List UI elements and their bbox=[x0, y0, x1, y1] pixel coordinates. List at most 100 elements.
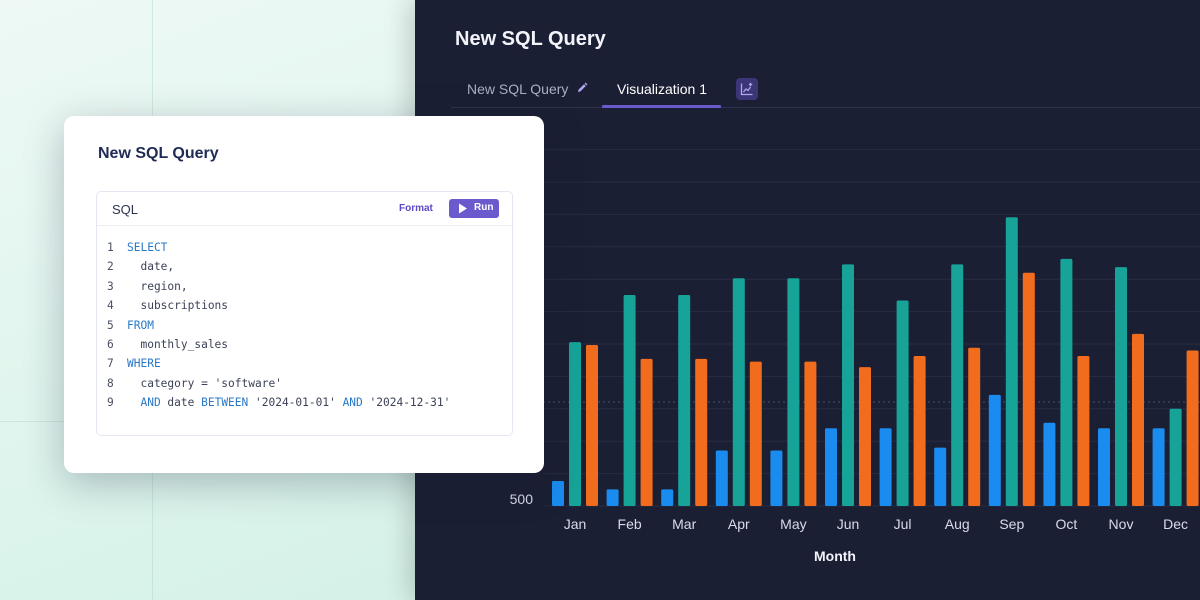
line-number: 9 bbox=[107, 396, 114, 410]
bar-sep-series-3[interactable] bbox=[1022, 272, 1035, 506]
bar-nov-series-3[interactable] bbox=[1132, 333, 1144, 506]
code-text: category = 'software' bbox=[127, 376, 282, 390]
bar-nov-series-1[interactable] bbox=[1098, 428, 1110, 506]
bar-apr-series-2[interactable] bbox=[732, 278, 745, 506]
bar-jun-series-2[interactable] bbox=[842, 264, 854, 506]
line-number: 8 bbox=[107, 376, 114, 390]
bar-jun-series-1[interactable] bbox=[825, 428, 837, 506]
y-tick-label: 500 bbox=[510, 491, 534, 507]
x-tick-label: Sep bbox=[999, 516, 1024, 532]
panel-title: New SQL Query bbox=[455, 28, 606, 50]
code-text: FROM bbox=[127, 319, 154, 332]
line-number: 3 bbox=[107, 279, 114, 293]
tab-visualization-1[interactable]: Visualization 1 bbox=[617, 81, 708, 97]
line-number: 1 bbox=[107, 241, 114, 254]
x-tick-label: Jul bbox=[894, 516, 912, 532]
chart-x-ticks: Jan Feb Mar Apr May Jun Jul Aug Sep Oct Nov Dec bbox=[564, 516, 1188, 532]
bar-jul-series-3[interactable] bbox=[913, 356, 926, 506]
sql-editor[interactable]: SQL Format Run 1 SELECT 2 date, 3 region, 4 … bbox=[96, 191, 513, 436]
add-visualization-button[interactable] bbox=[736, 78, 758, 100]
line-number: 2 bbox=[107, 260, 114, 274]
line-number: 5 bbox=[107, 318, 114, 332]
bar-oct-series-3[interactable] bbox=[1077, 356, 1090, 506]
x-tick-label: Aug bbox=[945, 516, 970, 532]
sql-string: 'software' bbox=[214, 376, 282, 390]
x-tick-label: Mar bbox=[672, 516, 696, 532]
bar-may-series-3[interactable] bbox=[804, 361, 817, 506]
code-text: date, bbox=[127, 260, 174, 273]
tab-bar: New SQL Query Visualization 1 bbox=[451, 72, 1200, 108]
sql-identifier: date, bbox=[127, 260, 175, 274]
run-label: Run bbox=[474, 202, 494, 213]
bar-apr-series-1[interactable] bbox=[715, 450, 728, 506]
bar-oct-series-2[interactable] bbox=[1060, 258, 1073, 506]
editor-header: SQL Format Run bbox=[97, 192, 512, 226]
bar-chart: Jan Feb Mar Apr May Jun Jul Aug Sep Oct Nov Dec 500… bbox=[510, 149, 1200, 564]
bar-jul-series-1[interactable] bbox=[879, 428, 892, 506]
bar-mar-series-3[interactable] bbox=[695, 358, 708, 506]
x-tick-label: Feb bbox=[618, 516, 642, 532]
bar-may-series-2[interactable] bbox=[787, 278, 800, 506]
x-tick-label: Dec bbox=[1163, 516, 1188, 532]
sql-identifier: category = bbox=[127, 376, 215, 390]
bar-sep-series-2[interactable] bbox=[1005, 217, 1018, 506]
x-axis-title: Month bbox=[814, 548, 856, 564]
tab-label: New SQL Query bbox=[467, 81, 569, 97]
x-tick-label: Apr bbox=[728, 516, 750, 532]
pencil-icon[interactable] bbox=[576, 82, 588, 97]
sql-query-card: New SQL Query SQL Format Run 1 SELECT 2 da… bbox=[64, 116, 544, 473]
sql-keyword: WHERE bbox=[127, 357, 161, 371]
bar-jan-series-3[interactable] bbox=[586, 344, 598, 506]
bar-may-series-1[interactable] bbox=[770, 450, 783, 506]
line-number: 4 bbox=[107, 299, 114, 313]
sql-keyword: AND bbox=[127, 396, 161, 410]
bar-jan-series-2[interactable] bbox=[569, 342, 581, 506]
bar-sep-series-1[interactable] bbox=[988, 394, 1001, 506]
sql-keyword: AND bbox=[342, 396, 363, 410]
bar-dec-series-1[interactable] bbox=[1152, 428, 1165, 506]
x-tick-label: Jan bbox=[564, 516, 587, 532]
bar-dec-series-3[interactable] bbox=[1186, 350, 1199, 506]
add-chart-icon bbox=[740, 82, 753, 96]
bar-feb-series-2[interactable] bbox=[623, 294, 636, 506]
code-text: WHERE bbox=[127, 357, 161, 370]
play-icon bbox=[459, 203, 467, 214]
sql-keyword: BETWEEN bbox=[201, 396, 249, 410]
bar-aug-series-1[interactable] bbox=[934, 447, 947, 506]
bar-oct-series-1[interactable] bbox=[1043, 422, 1056, 506]
run-button[interactable]: Run bbox=[449, 199, 499, 218]
tab-new-sql-query[interactable]: New SQL Query bbox=[467, 72, 588, 108]
x-tick-label: May bbox=[780, 516, 806, 532]
bar-aug-series-2[interactable] bbox=[951, 264, 964, 506]
line-number: 6 bbox=[107, 338, 114, 351]
bar-nov-series-2[interactable] bbox=[1115, 267, 1127, 506]
bar-apr-series-3[interactable] bbox=[749, 361, 762, 506]
sql-identifier: region, bbox=[127, 279, 188, 293]
chart-bars bbox=[552, 217, 1199, 506]
sql-identifier: date bbox=[160, 396, 202, 410]
bar-jan-series-1[interactable] bbox=[552, 481, 564, 506]
sql-keyword: FROM bbox=[127, 318, 154, 332]
line-number: 7 bbox=[107, 357, 114, 371]
sql-string: '2024-12-31' bbox=[362, 396, 451, 410]
code-text: AND date BETWEEN '2024-01-01' AND '2024-… bbox=[127, 396, 450, 409]
bar-mar-series-1[interactable] bbox=[661, 489, 674, 506]
format-button[interactable]: Format bbox=[399, 203, 433, 214]
bar-dec-series-2[interactable] bbox=[1169, 408, 1182, 506]
code-text: subscriptions bbox=[127, 299, 228, 312]
code-text: region, bbox=[127, 279, 188, 293]
code-text: monthly_sales bbox=[127, 338, 228, 351]
visualization-panel: New SQL Query New SQL Query Visualizatio… bbox=[415, 0, 1200, 600]
bar-mar-series-2[interactable] bbox=[678, 294, 691, 506]
active-tab-indicator bbox=[602, 105, 721, 108]
x-tick-label: Nov bbox=[1109, 516, 1134, 532]
card-title: New SQL Query bbox=[98, 145, 219, 162]
bar-feb-series-1[interactable] bbox=[606, 489, 619, 506]
bar-aug-series-3[interactable] bbox=[968, 347, 981, 506]
sql-identifier: subscriptions bbox=[127, 299, 229, 313]
bar-jun-series-3[interactable] bbox=[859, 367, 871, 506]
sql-keyword: SELECT bbox=[127, 241, 168, 254]
x-tick-label: Oct bbox=[1056, 516, 1078, 532]
bar-jul-series-2[interactable] bbox=[896, 300, 909, 506]
bar-feb-series-3[interactable] bbox=[640, 358, 653, 506]
